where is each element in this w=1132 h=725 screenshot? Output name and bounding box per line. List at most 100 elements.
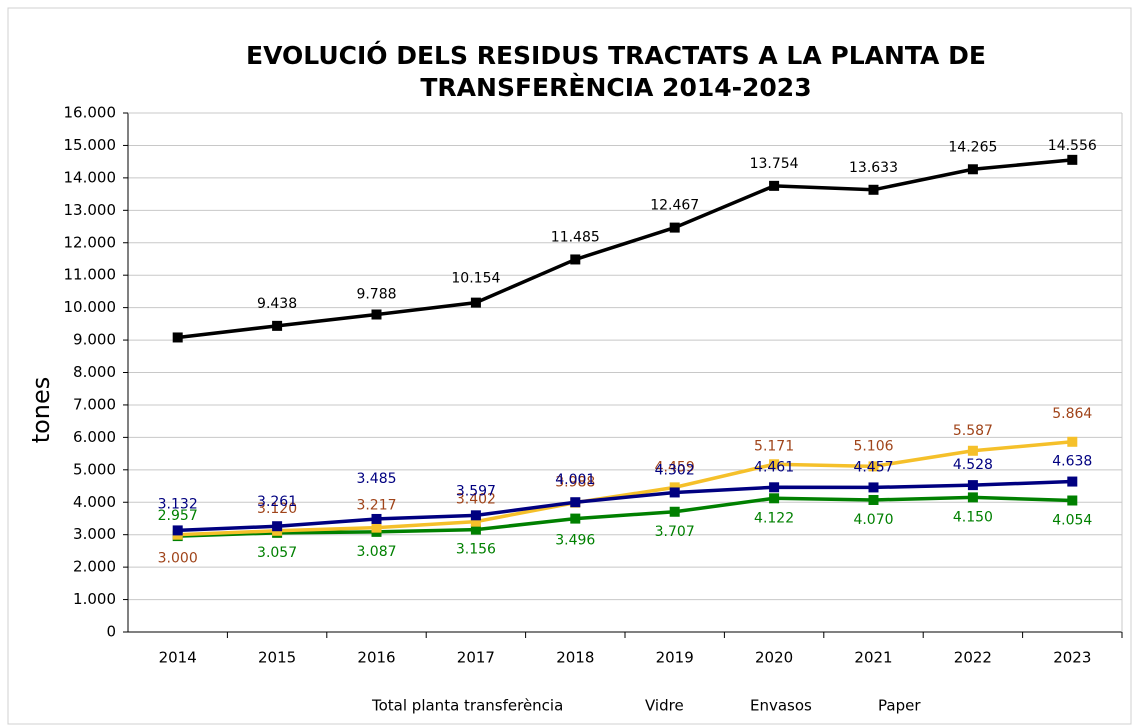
point-marker — [868, 461, 879, 472]
y-tick-label: 13.000 — [64, 201, 117, 219]
point-marker — [172, 332, 183, 343]
point-marker — [371, 513, 382, 524]
data-label: 5.171 — [754, 438, 794, 454]
data-label: 5.864 — [1052, 406, 1092, 422]
data-label: 4.638 — [1052, 454, 1092, 470]
point-marker — [172, 525, 183, 536]
point-marker — [769, 180, 780, 191]
data-label: 3.087 — [356, 544, 396, 560]
chart-title: TRANSFERÈNCIA 2014-2023 — [420, 73, 811, 102]
data-label: 4.528 — [953, 457, 993, 473]
x-tick-label: 2017 — [457, 649, 495, 667]
x-tick-label: 2018 — [556, 649, 594, 667]
x-tick-label: 2015 — [258, 649, 296, 667]
y-tick-label: 7.000 — [73, 395, 116, 413]
y-tick-label: 3.000 — [73, 525, 116, 543]
point-marker — [967, 492, 978, 503]
y-axis-label: tones — [27, 377, 55, 444]
data-label: 4.461 — [754, 459, 794, 475]
x-tick-label: 2016 — [357, 649, 395, 667]
data-label: 14.556 — [1048, 138, 1097, 154]
point-marker — [470, 510, 481, 521]
point-marker — [967, 164, 978, 175]
point-marker — [669, 482, 680, 493]
data-label: 3.156 — [456, 542, 496, 558]
data-label: 3.217 — [356, 498, 396, 514]
point-marker — [272, 521, 283, 532]
y-tick-label: 15.000 — [64, 136, 117, 154]
x-tick-label: 2021 — [854, 649, 892, 667]
point-marker — [371, 309, 382, 320]
series-line — [177, 479, 1073, 533]
data-label: 3.057 — [257, 545, 297, 561]
data-label: 12.467 — [650, 198, 699, 214]
point-marker — [669, 222, 680, 233]
data-label: 10.154 — [451, 271, 500, 287]
point-marker — [570, 497, 581, 508]
data-label: 3.132 — [158, 496, 198, 512]
series-line — [177, 158, 1073, 340]
data-label: 3.485 — [356, 471, 396, 487]
y-tick-label: 6.000 — [73, 428, 116, 446]
data-label: 4.302 — [655, 462, 695, 478]
data-label: 5.106 — [853, 438, 893, 454]
point-marker — [1067, 476, 1078, 487]
data-label: 13.754 — [750, 156, 799, 172]
data-label: 2.957 — [158, 508, 198, 524]
point-marker — [371, 522, 382, 533]
data-label: 9.788 — [356, 287, 396, 303]
x-tick-label: 2022 — [954, 649, 992, 667]
data-label: 5.587 — [953, 423, 993, 439]
point-marker — [868, 482, 879, 493]
y-tick-label: 16.000 — [64, 104, 117, 122]
y-tick-label: 8.000 — [73, 363, 116, 381]
x-tick-label: 2019 — [656, 649, 694, 667]
data-label: 3.261 — [257, 494, 297, 510]
y-tick-label: 0 — [106, 623, 116, 641]
y-tick-label: 11.000 — [64, 266, 117, 284]
x-tick-label: 2014 — [159, 649, 197, 667]
point-marker — [570, 254, 581, 265]
point-marker — [1067, 436, 1078, 447]
data-label: 14.265 — [948, 139, 997, 155]
chart-frame — [7, 7, 1132, 725]
point-marker — [470, 524, 481, 535]
data-label: 4.150 — [953, 509, 993, 525]
y-tick-label: 1.000 — [73, 590, 116, 608]
x-tick-label: 2020 — [755, 649, 793, 667]
data-label: 4.457 — [853, 459, 893, 475]
point-marker — [470, 297, 481, 308]
point-marker — [967, 480, 978, 491]
data-label: 3.402 — [456, 492, 496, 508]
data-label: 3.000 — [158, 551, 198, 567]
data-label: 11.485 — [551, 229, 600, 245]
point-marker — [1067, 154, 1078, 165]
point-marker — [769, 459, 780, 470]
data-label: 4.054 — [1052, 512, 1092, 528]
series-line — [177, 495, 1073, 538]
y-tick-label: 9.000 — [73, 331, 116, 349]
data-label: 9.438 — [257, 296, 297, 312]
legend-label: Vidre — [645, 697, 684, 715]
point-marker — [769, 482, 780, 493]
data-label: 4.070 — [853, 512, 893, 528]
data-label: 4.459 — [655, 459, 695, 475]
data-label: 13.633 — [849, 160, 898, 176]
point-marker — [272, 320, 283, 331]
data-label: 3.597 — [456, 483, 496, 499]
y-tick-label: 4.000 — [73, 493, 116, 511]
y-tick-label: 12.000 — [64, 233, 117, 251]
point-marker — [868, 494, 879, 505]
legend-label: Total planta transferència — [371, 697, 563, 715]
point-marker — [470, 516, 481, 527]
data-label: 3.120 — [257, 501, 297, 517]
legend-label: Paper — [878, 697, 921, 715]
data-label: 3.707 — [655, 524, 695, 540]
data-label: 4.001 — [555, 472, 595, 488]
point-marker — [669, 506, 680, 517]
data-label: 3.988 — [555, 475, 595, 491]
point-marker — [769, 493, 780, 504]
x-tick-label: 2023 — [1053, 649, 1091, 667]
series-line — [177, 440, 1073, 537]
